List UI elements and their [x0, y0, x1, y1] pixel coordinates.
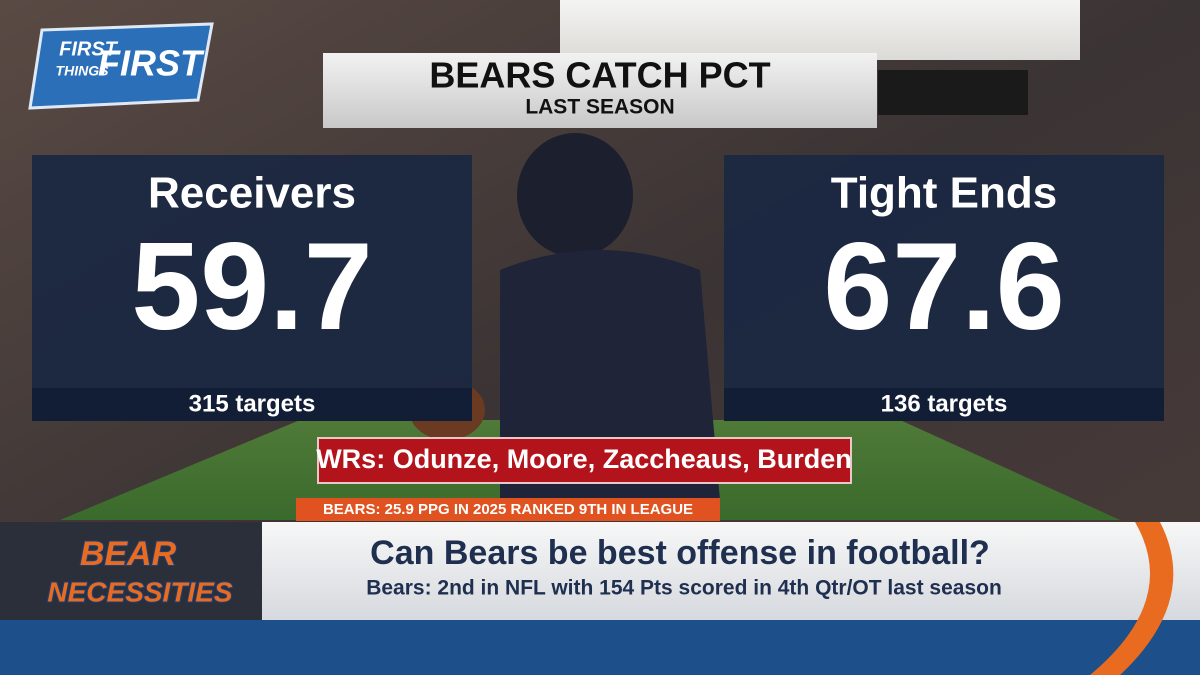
subtitle: LAST SEASON [525, 96, 674, 119]
panel-label: Receivers [148, 169, 356, 218]
segment-logo: NECESSITIES [47, 576, 232, 607]
title-box [323, 53, 877, 128]
logo-badge [28, 22, 214, 110]
segment-logo: BEAR [80, 535, 177, 573]
segment-image [0, 522, 262, 620]
panel-bg [724, 155, 1164, 388]
banner-bg [317, 437, 852, 484]
show-logo: FIRST THINGS FIRST [28, 22, 214, 110]
scoreboard [878, 70, 1028, 115]
swoosh [1090, 522, 1174, 675]
logo-text: THINGS [56, 63, 110, 79]
helmet [517, 133, 633, 257]
title: BEARS CATCH PCT [429, 55, 770, 96]
panel-note: 315 targets [189, 390, 316, 417]
banner: WRs: Odunze, Moore, Zaccheaus, Burden [316, 444, 852, 474]
headline: Can Bears be best offense in football? [370, 534, 990, 572]
panel-footer [32, 388, 472, 421]
logo-text: FIRST [59, 38, 119, 60]
subline: Bears: 2nd in NFL with 154 Pts scored in… [366, 577, 1002, 600]
panel-bg [32, 155, 472, 388]
panel-label: Tight Ends [831, 169, 1058, 218]
panel-note: 136 targets [881, 390, 1008, 417]
logo-text: FIRST [98, 43, 205, 84]
panel-value: 67.6 [823, 218, 1064, 356]
panel-footer [724, 388, 1164, 421]
bottom-band [0, 620, 1200, 675]
sky [560, 0, 1080, 60]
ticker-bg [296, 498, 720, 521]
stat-panel: Tight Ends 67.6 136 targets [724, 155, 1164, 421]
ticker: BEARS: 25.9 PPG IN 2025 RANKED 9TH IN LE… [323, 501, 693, 518]
panel-value: 59.7 [131, 218, 372, 356]
stat-panel: Receivers 59.7 315 targets [32, 155, 472, 421]
